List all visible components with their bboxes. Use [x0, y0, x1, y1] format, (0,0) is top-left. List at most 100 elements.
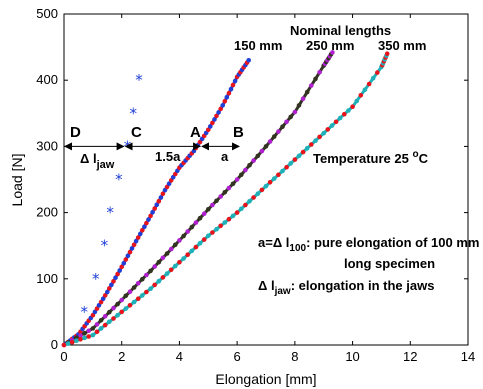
series-1-point	[214, 198, 219, 204]
series-1-point	[276, 129, 281, 134]
series-2-point	[370, 76, 376, 81]
series-0-point	[246, 58, 251, 63]
series-0-point	[160, 191, 166, 197]
series-0-point	[228, 86, 234, 92]
series-2-point	[168, 267, 174, 273]
series-1-point	[197, 215, 203, 221]
series-1-point	[131, 285, 137, 290]
series-1-point	[280, 124, 285, 129]
series-2-point	[337, 115, 343, 121]
jaw-point: *	[101, 237, 109, 255]
series-0-point	[212, 117, 217, 122]
nominal-lengths-label: Nominal lengths	[290, 23, 391, 38]
x-tick-label-10: 10	[345, 349, 359, 364]
x-tick-label-12: 12	[403, 349, 417, 364]
series-0-point	[138, 231, 143, 237]
series-2-point	[189, 248, 195, 254]
series-2-point	[177, 260, 182, 265]
series-2-point	[362, 87, 368, 92]
series-2-point	[230, 213, 236, 219]
x-tick-label-0: 0	[60, 349, 67, 364]
series-1-point	[309, 83, 314, 88]
series-2-point	[61, 342, 67, 348]
y-tick-label-500: 500	[36, 6, 58, 21]
series-0	[61, 58, 251, 348]
series-2-point	[119, 309, 124, 315]
series-1-point	[135, 281, 141, 286]
series-2-point	[78, 337, 83, 342]
y-tick-label-0: 0	[51, 337, 58, 352]
series-1-point	[173, 242, 178, 248]
series-2-point	[384, 51, 390, 56]
series-2-point	[296, 153, 302, 159]
series-2-point	[164, 271, 170, 276]
series-1-point	[304, 89, 310, 95]
series-2-point	[239, 206, 244, 212]
series-2-point	[313, 138, 318, 143]
series-1-point	[156, 259, 162, 265]
series-2-point	[94, 329, 100, 335]
x-tick-label-4: 4	[176, 349, 183, 364]
series-0-point	[226, 90, 232, 96]
series-0-point	[96, 303, 102, 308]
series-2-point	[309, 142, 314, 147]
series-0-point	[224, 94, 230, 100]
series-1-point	[267, 139, 273, 144]
series-2-point	[234, 210, 240, 215]
annotation-layer: Nominal lengths 150 mm 250 mm 350 mm D C A B Δ l…	[64, 23, 479, 297]
series-2-point	[90, 332, 96, 338]
series-0-point	[142, 224, 147, 229]
series-2-point	[82, 335, 87, 341]
series-2-point	[333, 119, 339, 125]
series-2-point	[259, 187, 265, 193]
series-0-point	[220, 103, 225, 108]
series-1-point	[119, 297, 124, 303]
series-2-point	[366, 81, 372, 87]
series-1-point	[210, 202, 215, 208]
series-2-point	[329, 123, 335, 128]
series-2-point	[284, 164, 289, 170]
series-1-point	[168, 246, 174, 252]
series-0-point	[216, 110, 221, 115]
series-1-point	[140, 276, 145, 282]
series-0-point	[230, 82, 236, 88]
series-2-point	[292, 157, 298, 162]
series-2-point	[263, 183, 269, 189]
series-2-point	[325, 127, 331, 132]
x-tick-label-2: 2	[118, 349, 125, 364]
series-0-point	[121, 260, 127, 266]
jaw-point: *	[115, 171, 123, 189]
point-C-label: C	[131, 124, 142, 141]
series-2-point	[115, 312, 120, 318]
series-0-point	[125, 253, 131, 259]
series-2-point	[288, 161, 294, 166]
series-1-point	[259, 148, 265, 154]
series-2-point	[276, 172, 281, 178]
series-1-point	[78, 333, 83, 338]
series-1-point	[296, 103, 302, 108]
series-2-point	[160, 275, 166, 280]
series-0-point	[102, 293, 108, 298]
series-1-point	[90, 326, 96, 331]
series-2-point	[280, 168, 285, 174]
series-1-point	[160, 255, 166, 261]
y-tick-label-400: 400	[36, 72, 58, 87]
series-0-point	[135, 235, 141, 240]
series-2-point	[255, 191, 261, 196]
series-2-point	[123, 306, 129, 311]
series-2-point	[107, 319, 112, 325]
series-1-point	[185, 229, 190, 234]
legend-jaw-definition: Δ ljaw: elongation in the jaws	[258, 278, 434, 297]
series-2-point	[111, 316, 116, 321]
series-1-point	[102, 314, 108, 319]
x-tick-label-8: 8	[291, 349, 298, 364]
series-1-point	[271, 134, 277, 139]
series-0-point	[232, 78, 238, 84]
series-0-point	[214, 113, 219, 119]
series-2-point	[144, 289, 149, 295]
x-tick-label-14: 14	[461, 349, 475, 364]
series-1-point	[164, 251, 170, 256]
series-1-point	[288, 114, 294, 120]
delta-l-jaw-label: Δ ljaw	[80, 151, 115, 171]
series-2-point	[156, 278, 162, 284]
